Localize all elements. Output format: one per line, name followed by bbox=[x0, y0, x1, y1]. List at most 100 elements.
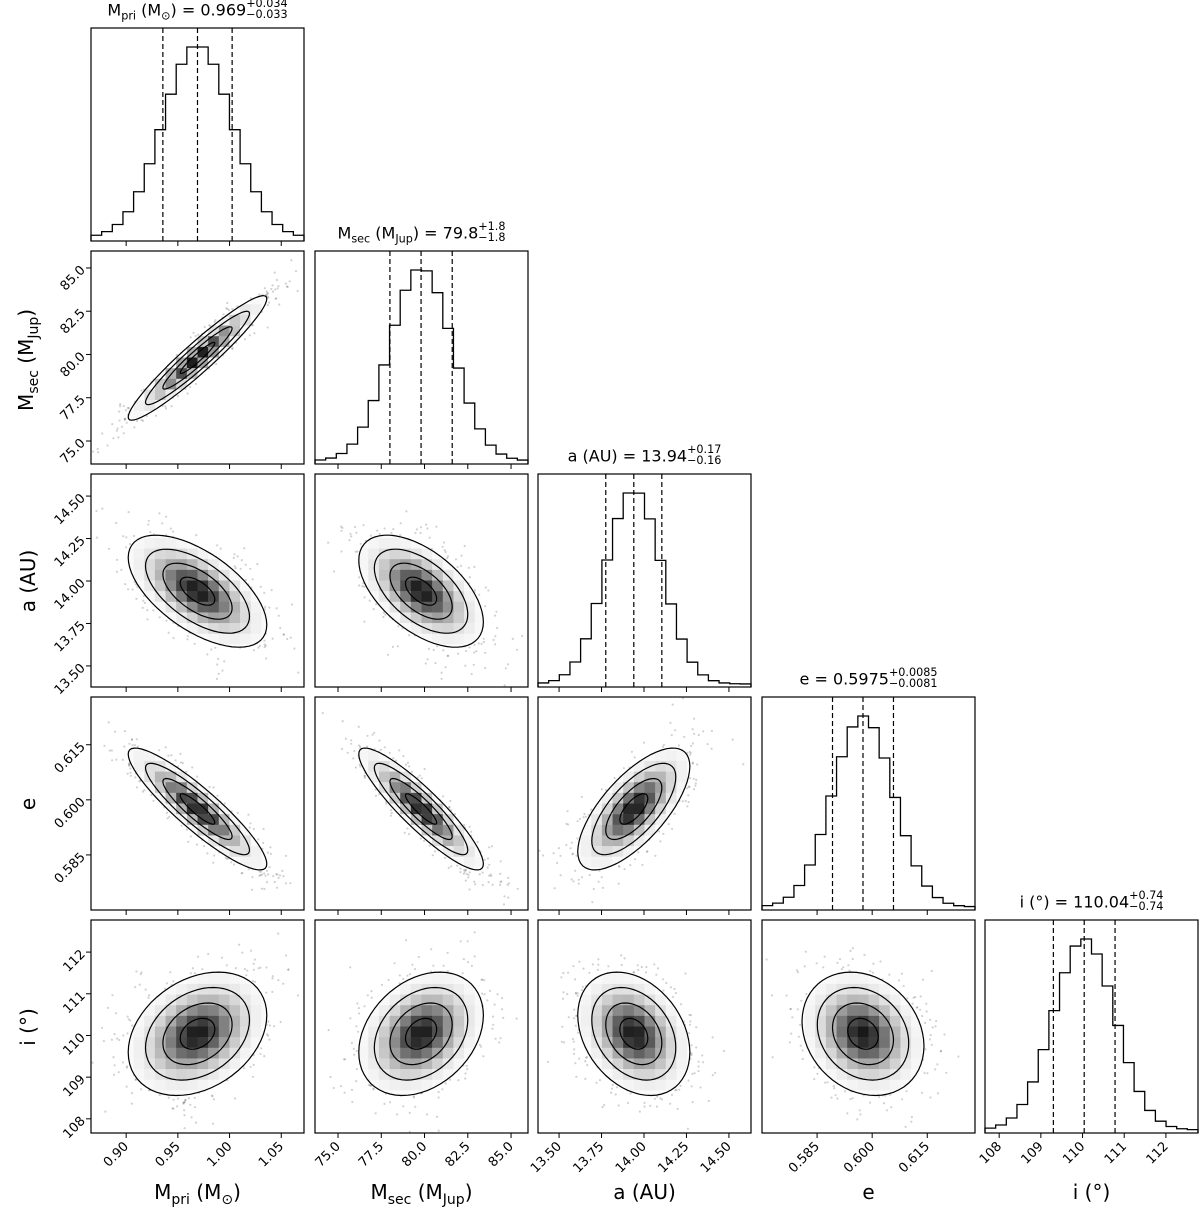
scatter-point bbox=[691, 762, 694, 765]
density-cell bbox=[389, 1090, 401, 1096]
density-cell bbox=[601, 824, 613, 836]
density-cell bbox=[889, 1026, 901, 1038]
histogram-panel bbox=[90, 27, 305, 246]
scatter-point bbox=[879, 960, 882, 963]
label-part: i (°) bbox=[1019, 892, 1050, 912]
scatter-point bbox=[246, 969, 249, 972]
scatter-point bbox=[115, 570, 119, 573]
scatter-point bbox=[285, 954, 288, 957]
scatter-point bbox=[385, 802, 388, 805]
scatter-point bbox=[588, 873, 591, 877]
scatter-point bbox=[405, 510, 408, 513]
contour-line bbox=[127, 971, 268, 1097]
scatter-point bbox=[588, 971, 591, 974]
scatter-point bbox=[254, 980, 257, 983]
scatter-point bbox=[688, 1032, 691, 1035]
density-cell bbox=[186, 803, 198, 815]
density-cell bbox=[464, 612, 476, 624]
density-cell bbox=[165, 760, 177, 772]
density-cell bbox=[208, 612, 220, 624]
density-cell bbox=[644, 1090, 656, 1096]
density-cell bbox=[410, 814, 422, 826]
density-cell bbox=[612, 814, 624, 826]
scatter-point bbox=[642, 741, 646, 744]
scatter-point bbox=[362, 582, 365, 585]
scatter-point bbox=[869, 970, 872, 973]
scatter-point bbox=[165, 811, 168, 815]
density-cell bbox=[218, 633, 230, 645]
scatter-point bbox=[143, 789, 146, 792]
panel-frame bbox=[314, 919, 529, 1134]
density-cell bbox=[133, 548, 145, 560]
density-cell bbox=[358, 1047, 369, 1059]
density-cell bbox=[442, 623, 454, 635]
scatter-point bbox=[659, 1097, 662, 1100]
density-cell bbox=[591, 846, 603, 858]
density-cell bbox=[165, 1090, 177, 1096]
y-tick-label: 0.600 bbox=[52, 795, 89, 832]
scatter-point bbox=[915, 1006, 918, 1009]
density-cell bbox=[442, 1015, 454, 1027]
scatter-point bbox=[557, 847, 561, 850]
density-cell bbox=[421, 1037, 433, 1049]
density-cell bbox=[644, 824, 656, 836]
density-cell bbox=[432, 983, 444, 995]
density-cell bbox=[432, 569, 444, 581]
scatter-point bbox=[570, 878, 573, 881]
scatter-point bbox=[641, 863, 644, 867]
scatter-point bbox=[203, 845, 206, 848]
scatter-point bbox=[176, 1105, 179, 1108]
scatter-point bbox=[249, 297, 252, 300]
scatter-point bbox=[380, 983, 383, 987]
scatter-point bbox=[770, 994, 774, 997]
density-cell bbox=[368, 1015, 380, 1027]
scatter-point bbox=[435, 525, 438, 528]
scatter-point bbox=[406, 761, 409, 764]
scatter-point bbox=[263, 643, 266, 646]
scatter-point bbox=[367, 1083, 370, 1086]
scatter-point bbox=[426, 527, 429, 530]
scatter-panel bbox=[314, 696, 529, 915]
density-cell bbox=[240, 601, 252, 613]
scatter-point bbox=[152, 609, 155, 612]
scatter-point bbox=[266, 1034, 270, 1037]
density-cell bbox=[464, 994, 476, 1006]
scatter-point bbox=[429, 970, 433, 973]
scatter-point bbox=[111, 423, 114, 426]
scatter-point bbox=[466, 961, 470, 964]
scatter-point bbox=[257, 838, 260, 841]
scatter-point bbox=[473, 931, 476, 934]
scatter-point bbox=[836, 961, 839, 965]
density-cell bbox=[453, 846, 465, 858]
density-cell bbox=[250, 1026, 262, 1038]
density-cell bbox=[400, 983, 412, 995]
scatter-point bbox=[382, 611, 385, 614]
scatter-point bbox=[172, 980, 175, 983]
density-cell bbox=[128, 410, 134, 421]
scatter-point bbox=[268, 1024, 271, 1027]
scatter-point bbox=[216, 663, 219, 666]
density-cell bbox=[218, 973, 230, 985]
contour-line bbox=[179, 576, 216, 606]
density-cell bbox=[368, 771, 380, 783]
scatter-point bbox=[390, 531, 393, 535]
density-cell bbox=[911, 1015, 923, 1027]
scatter-point bbox=[125, 421, 128, 424]
scatter-point bbox=[355, 1025, 358, 1028]
scatter-point bbox=[363, 620, 366, 623]
density-cell bbox=[154, 580, 166, 592]
density-cell bbox=[250, 1005, 262, 1017]
scatter-point bbox=[492, 1023, 495, 1026]
density-cell bbox=[432, 973, 444, 985]
title-median: = 0.969 bbox=[176, 0, 247, 20]
scatter-point bbox=[165, 619, 168, 622]
density-cell bbox=[347, 1048, 358, 1059]
density-cell bbox=[665, 803, 677, 815]
density-cell bbox=[389, 1026, 401, 1038]
label-part: (M bbox=[136, 0, 162, 20]
density-cell bbox=[665, 1037, 677, 1049]
contour-line bbox=[162, 562, 233, 620]
scatter-point bbox=[504, 667, 507, 670]
scatter-point bbox=[710, 729, 714, 733]
density-cell bbox=[655, 771, 667, 783]
